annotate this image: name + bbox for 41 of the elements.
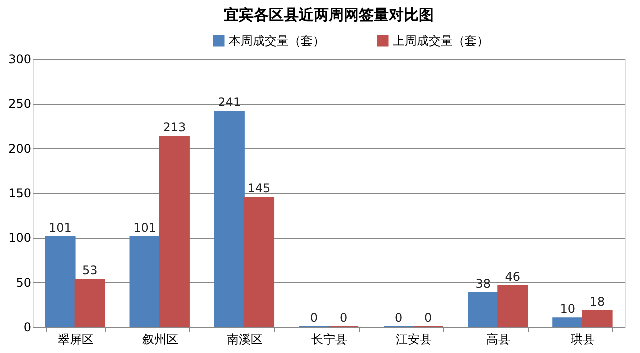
data-label: 101	[134, 220, 157, 235]
bar	[214, 111, 245, 328]
legend-label: 上周成交量（套）	[393, 34, 489, 48]
bar	[468, 292, 499, 328]
bar	[244, 196, 275, 328]
bar	[552, 318, 584, 328]
bar	[498, 285, 528, 328]
data-label: 145	[248, 181, 271, 196]
data-label: 46	[505, 270, 521, 284]
y-tick-label: 50	[16, 276, 32, 290]
bar	[74, 279, 106, 328]
x-tick-label: 江安县	[396, 332, 432, 346]
data-label: 101	[49, 220, 72, 235]
bar	[45, 236, 76, 328]
data-label: 10	[560, 302, 576, 316]
data-label: 0	[424, 311, 432, 325]
bar	[130, 236, 160, 328]
x-tick-label: 高县	[486, 332, 511, 346]
y-tick-label: 0	[24, 320, 32, 334]
data-label: 53	[82, 264, 98, 278]
data-label: 241	[218, 96, 242, 110]
x-tick-label: 珙县	[571, 332, 596, 346]
data-label: 0	[394, 311, 403, 325]
y-tick-label: 250	[8, 97, 32, 112]
chart-title: 宜宾各区县近两周网签量对比图	[224, 6, 434, 24]
data-label: 213	[163, 120, 186, 135]
x-tick-label: 长宁县	[312, 332, 348, 346]
data-label: 0	[310, 311, 318, 325]
y-tick-label: 150	[8, 186, 32, 200]
data-label: 0	[340, 311, 348, 325]
bar	[582, 310, 613, 328]
data-label: 18	[590, 294, 606, 309]
bar	[159, 136, 190, 328]
data-label: 38	[476, 277, 491, 292]
x-tick-label: 叙州区	[142, 332, 178, 346]
legend-label: 本周成交量（套）	[229, 34, 325, 48]
y-tick-label: 300	[8, 52, 32, 66]
y-tick-label: 100	[8, 231, 32, 246]
y-tick-label: 200	[8, 142, 32, 156]
x-tick-label: 翠屏区	[58, 332, 94, 346]
x-tick-label: 南溪区	[226, 332, 263, 346]
